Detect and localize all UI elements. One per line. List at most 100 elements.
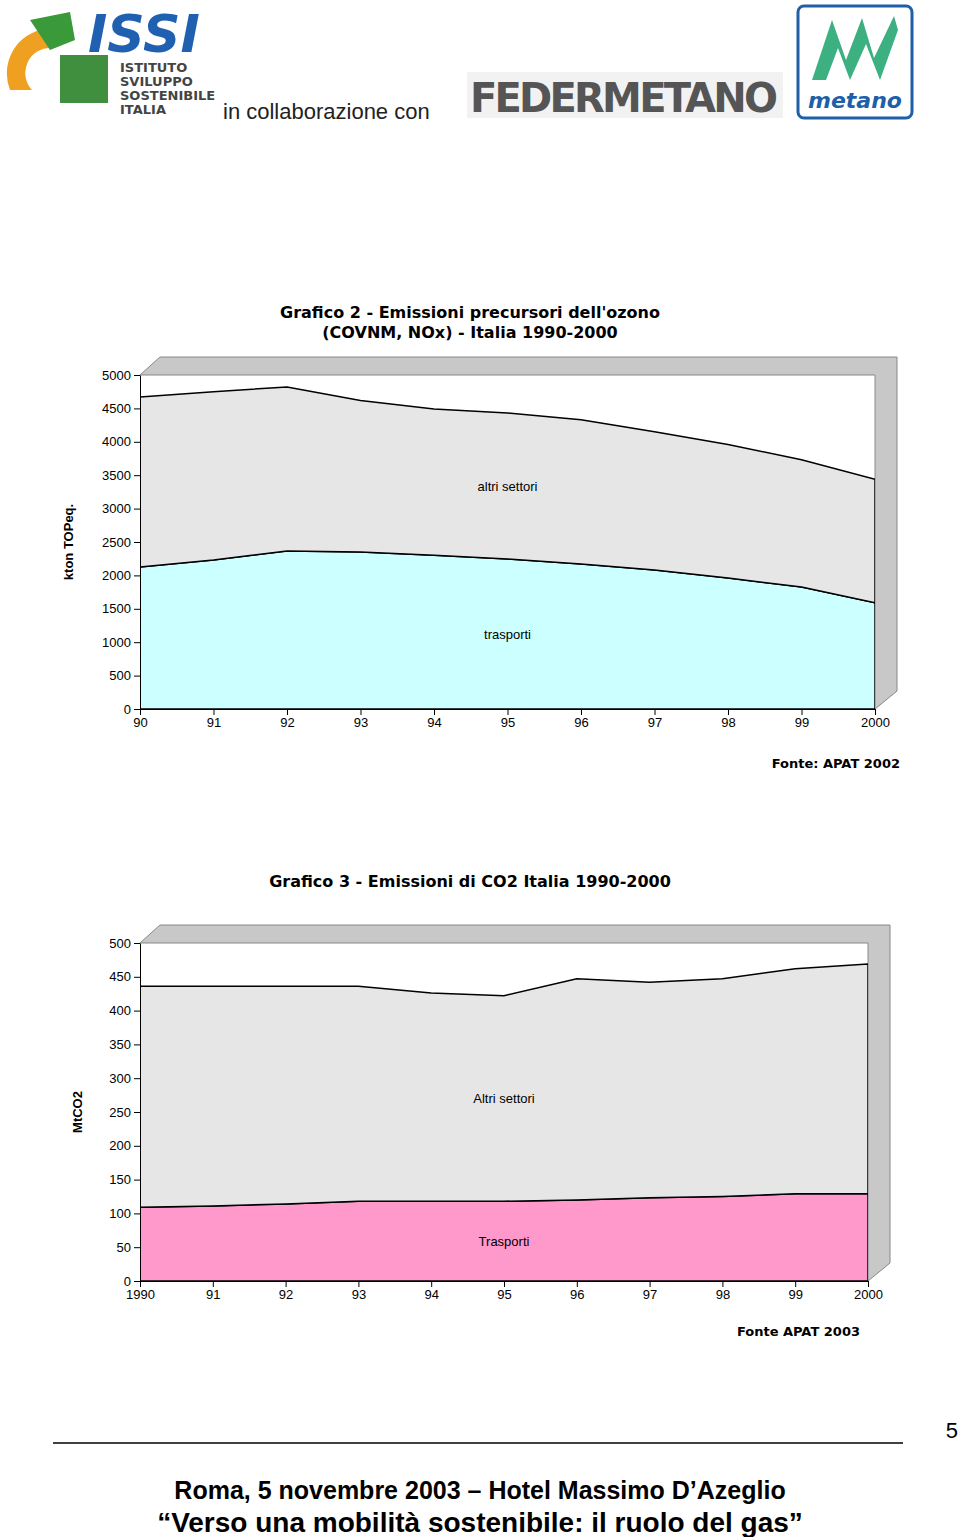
y-tick-mark: [134, 475, 140, 476]
y-tick-mark: [134, 676, 140, 677]
x-tick-label: 93: [352, 1287, 366, 1302]
x-tick: 92: [279, 1281, 293, 1302]
chart-title: (COVNM, NOx) - Italia 1990-2000: [322, 323, 617, 342]
y-tick-label: 3000: [102, 501, 131, 516]
x-tick-label: 95: [501, 715, 515, 730]
x-tick-mark: [577, 1281, 578, 1287]
y-tick-label: 200: [109, 1138, 131, 1153]
y-tick-label: 50: [117, 1240, 131, 1255]
logo-shape: [30, 12, 75, 50]
x-axis: 909192939495969798992000: [133, 709, 890, 730]
series-label: Trasporti: [479, 1234, 530, 1249]
x-tick-mark: [361, 709, 362, 715]
area: [140, 1194, 868, 1281]
y-tick: 200: [109, 1138, 140, 1153]
footer-line: Roma, 5 novembre 2003 – Hotel Massimo D’…: [174, 1476, 785, 1504]
x-tick: 90: [133, 709, 147, 730]
metano-logo: metano: [808, 88, 902, 113]
x-tick: 97: [648, 709, 662, 730]
x-tick: 94: [427, 709, 441, 730]
area: [140, 964, 868, 1207]
x-tick-mark: [431, 1281, 432, 1287]
x-tick-label: 97: [643, 1287, 657, 1302]
footer-rule: [53, 1442, 903, 1444]
y-tick: 1500: [102, 601, 140, 616]
x-tick-label: 97: [648, 715, 662, 730]
x-tick-label: 99: [788, 1287, 802, 1302]
x-tick-label: 1990: [126, 1287, 155, 1302]
x-tick-label: 98: [716, 1287, 730, 1302]
source-note: Fonte APAT 2003: [737, 1324, 860, 1339]
y-tick: 500: [109, 668, 140, 683]
x-tick-label: 90: [133, 715, 147, 730]
x-tick-label: 91: [207, 715, 221, 730]
x-tick-mark: [581, 709, 582, 715]
y-tick-mark: [134, 1146, 140, 1147]
y-axis-title: kton TOPeq.: [61, 504, 76, 580]
y-tick-mark: [134, 709, 140, 710]
x-axis: 19909192939495969798992000: [126, 1281, 883, 1302]
x-tick-label: 2000: [854, 1287, 883, 1302]
metano-shape: [812, 16, 898, 80]
y-tick: 2500: [102, 535, 140, 550]
x-tick: 91: [207, 709, 221, 730]
source-note: Fonte: APAT 2002: [772, 756, 900, 771]
x-tick: 96: [574, 709, 588, 730]
x-tick: 95: [501, 709, 515, 730]
x-tick-mark: [875, 709, 876, 715]
y-tick: 500: [109, 936, 140, 951]
y-tick: 4000: [102, 434, 140, 449]
y-tick-mark: [134, 1078, 140, 1079]
y-axis-title: MtCO2: [70, 1091, 85, 1133]
series-label: Altri settori: [473, 1091, 535, 1106]
y-tick-label: 4500: [102, 401, 131, 416]
y-tick-mark: [134, 1281, 140, 1282]
page-number: 5: [946, 1418, 958, 1443]
y-tick-mark: [134, 642, 140, 643]
plot-marks: [140, 387, 875, 709]
x-tick: 98: [716, 1281, 730, 1302]
issi-logo: ISSI: [88, 4, 200, 64]
page-svg: ISSIISTITUTOSVILUPPOSOSTENIBILEITALIAin …: [0, 0, 960, 1537]
x-tick-mark: [286, 1281, 287, 1287]
y-tick-mark: [134, 1247, 140, 1248]
page: ISSIISTITUTOSVILUPPOSOSTENIBILEITALIAin …: [0, 0, 960, 1537]
x-tick: 2000: [861, 709, 890, 730]
y-tick-mark: [134, 1112, 140, 1113]
x-tick: 93: [354, 709, 368, 730]
x-tick-label: 2000: [861, 715, 890, 730]
y-tick: 4500: [102, 401, 140, 416]
x-tick: 94: [424, 1281, 438, 1302]
y-tick-mark: [134, 509, 140, 510]
y-tick-label: 1500: [102, 601, 131, 616]
chart: Grafico 2 - Emissioni precursori dell'oz…: [61, 303, 900, 771]
y-tick-label: 350: [109, 1037, 131, 1052]
y-tick-label: 500: [109, 668, 131, 683]
y-tick-mark: [134, 408, 140, 409]
y-tick-mark: [134, 1213, 140, 1214]
y-tick: 350: [109, 1037, 140, 1052]
x-tick-label: 93: [354, 715, 368, 730]
y-tick-label: 4000: [102, 434, 131, 449]
x-tick-mark: [287, 709, 288, 715]
chart: Grafico 3 - Emissioni di CO2 Italia 1990…: [70, 872, 890, 1339]
x-tick: 99: [788, 1281, 802, 1302]
y-tick: 450: [109, 969, 140, 984]
x-tick-label: 96: [574, 715, 588, 730]
x-tick-mark: [868, 1281, 869, 1287]
y-tick-label: 400: [109, 1003, 131, 1018]
y-axis-line: [140, 376, 141, 710]
x-tick: 1990: [126, 1281, 155, 1302]
x-tick-label: 96: [570, 1287, 584, 1302]
y-tick-label: 250: [109, 1105, 131, 1120]
x-tick-mark: [434, 709, 435, 715]
x-tick-mark: [213, 1281, 214, 1287]
issi-name: ISTITUTO: [120, 60, 187, 75]
y-tick-label: 2000: [102, 568, 131, 583]
y-tick-label: 3500: [102, 468, 131, 483]
area: [140, 387, 875, 603]
x-tick-mark: [795, 1281, 796, 1287]
x-tick: 92: [280, 709, 294, 730]
collab-text: in collaborazione con: [223, 99, 430, 124]
y-tick-mark: [134, 977, 140, 978]
